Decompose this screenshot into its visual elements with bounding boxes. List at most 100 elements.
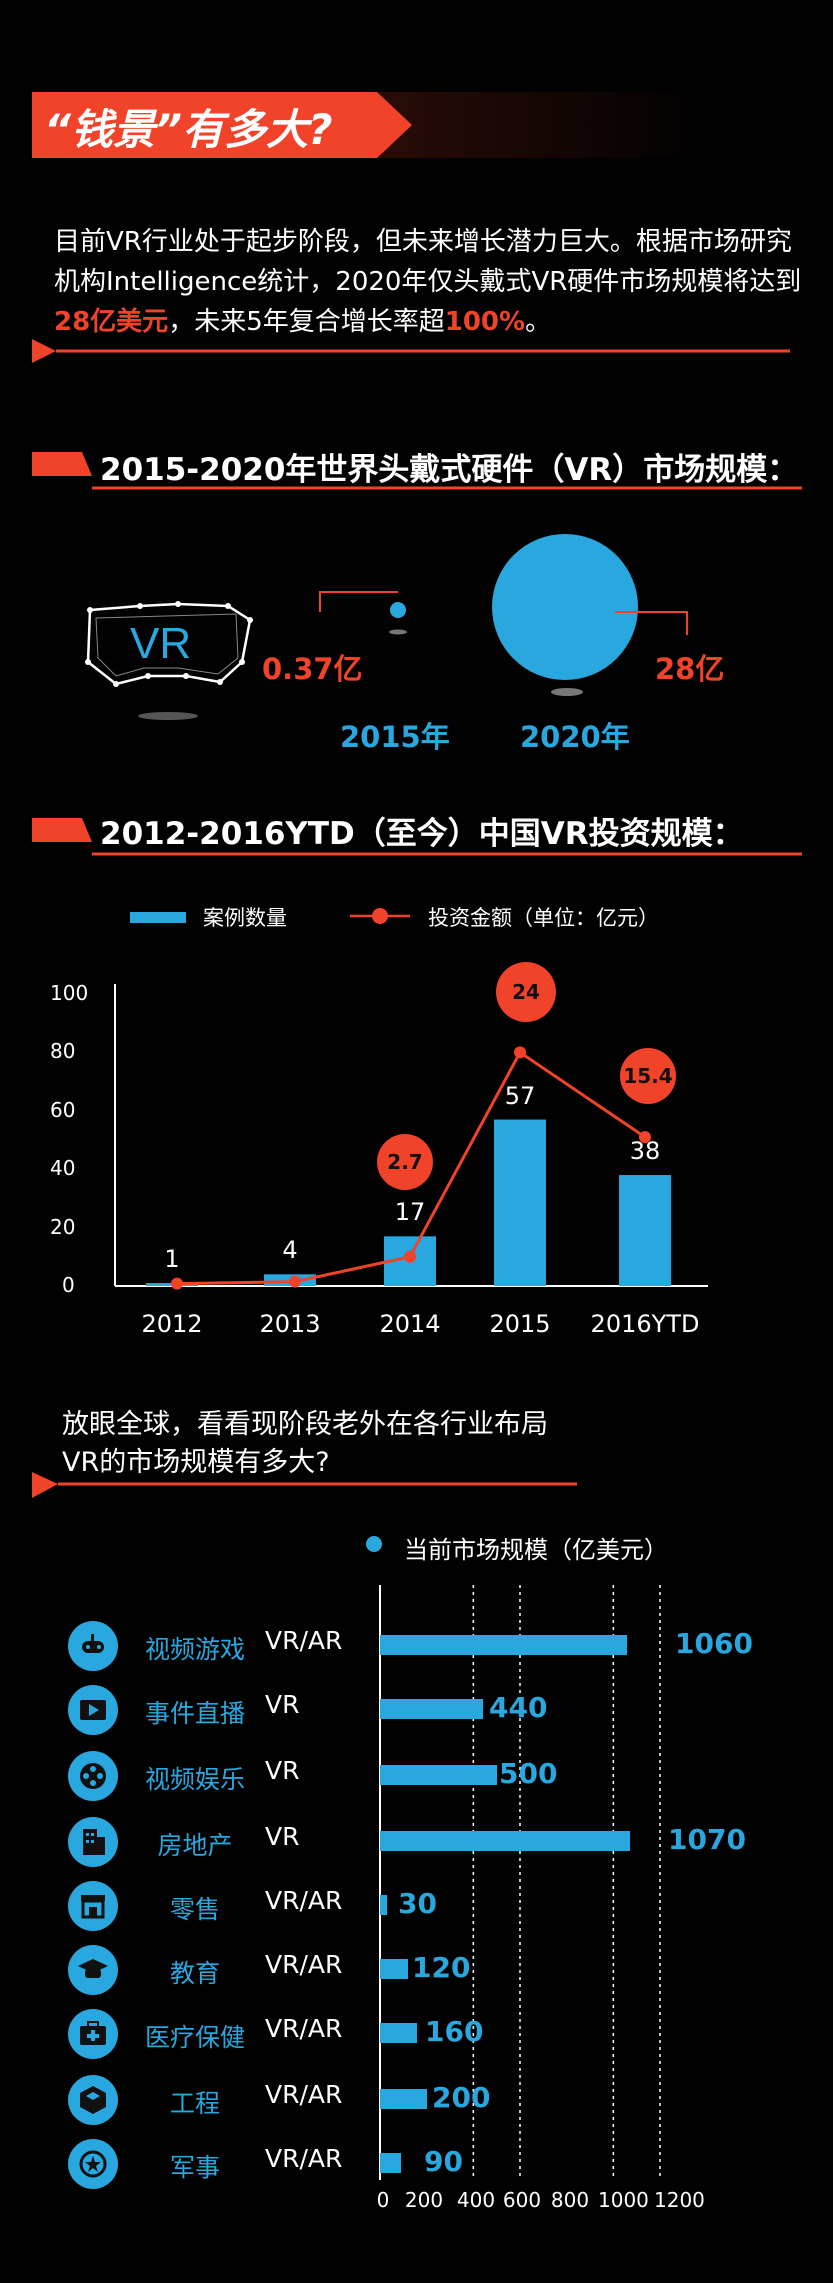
tech-type-label: VR/AR	[265, 1950, 343, 1979]
medical-kit-icon	[68, 2009, 118, 2059]
combo-bar-value: 38	[629, 1137, 661, 1166]
intro-highlight-1: 28亿美元	[54, 307, 169, 337]
industry-label: 医疗保健	[144, 2023, 245, 2052]
combo-line-point	[404, 1250, 416, 1263]
combo-bar	[494, 1119, 546, 1286]
combo-bar-value: 57	[504, 1081, 536, 1110]
industry-bar-value: 440	[489, 1691, 548, 1724]
industry-bar	[380, 1831, 630, 1851]
industry-bar-value: 120	[412, 1951, 471, 1984]
industry-bar-value: 160	[425, 2015, 484, 2048]
gamepad-icon	[68, 1621, 118, 1671]
legend-bar-label: 案例数量	[203, 906, 287, 930]
industry-bar	[380, 1959, 408, 1979]
page-title: “钱景”有多大?	[44, 105, 333, 154]
bubble-2015	[390, 602, 406, 618]
tech-type-label: VR/AR	[265, 2014, 343, 2043]
industry-label: 工程	[169, 2089, 220, 2118]
section3-divider	[32, 1472, 577, 1498]
combo-y-tick: 0	[62, 1273, 75, 1297]
tech-type-label: VR	[265, 1756, 300, 1785]
intro-text-2: ，未来5年复合增长率超	[168, 307, 445, 337]
industry-label: 军事	[169, 2153, 220, 2182]
legend-line-swatch	[350, 908, 410, 924]
industry-bar	[380, 2023, 418, 2043]
combo-line-point	[639, 1131, 651, 1144]
year-2020-label: 2020年	[520, 720, 630, 754]
vr-headset-icon: VR	[85, 601, 253, 720]
combo-line-point	[171, 1277, 183, 1290]
industry-bar-value: 500	[499, 1757, 558, 1790]
year-2015-label: 2015年	[340, 720, 450, 754]
hbar-legend-dot	[366, 1536, 382, 1552]
hbar-x-tick: 400	[456, 2188, 496, 2212]
section1-marker	[32, 452, 802, 490]
industry-bar	[380, 1635, 628, 1655]
intro-text-1: 目前VR行业处于起步阶段，但未来增长潜力巨大。根据市场研究机构Intellige…	[54, 227, 802, 297]
combo-x-label: 2013	[259, 1310, 321, 1338]
tech-type-label: VR	[265, 1822, 300, 1851]
legend-line-label: 投资金额（单位：亿元）	[428, 906, 659, 930]
combo-bar-value: 4	[282, 1236, 298, 1265]
combo-x-label: 2015	[489, 1310, 551, 1338]
industry-label: 房地产	[157, 1831, 233, 1860]
industry-bar	[380, 2089, 427, 2109]
film-reel-icon	[68, 1751, 118, 1801]
question-line-2: VR的市场规模有多大?	[62, 1447, 330, 1478]
combo-line-value-bubble: 2.7	[377, 1134, 433, 1190]
combo-line-value-bubble: 24	[496, 962, 556, 1022]
tech-type-label: VR/AR	[265, 1626, 343, 1655]
hbar-x-tick: 1200	[654, 2188, 705, 2212]
tech-type-label: VR/AR	[265, 2144, 343, 2173]
tech-type-label: VR/AR	[265, 2080, 343, 2109]
section3-question: 放眼全球，看看现阶段老外在各行业布局 VR的市场规模有多大?	[62, 1406, 548, 1482]
industry-label: 零售	[169, 1895, 220, 1924]
industry-label: 视频游戏	[144, 1635, 245, 1664]
industry-label: 事件直播	[144, 1699, 245, 1728]
cube-icon	[68, 2075, 118, 2125]
market-bubble-chart	[319, 534, 688, 696]
intro-text-3: 。	[525, 307, 552, 337]
bubble-2020-value: 28亿	[655, 652, 725, 686]
hbar-legend-label: 当前市场规模（亿美元）	[404, 1536, 668, 1564]
hbar-x-tick: 600	[502, 2188, 542, 2212]
combo-x-label: 2014	[379, 1310, 441, 1338]
combo-y-tick: 60	[50, 1097, 76, 1122]
tech-type-label: VR/AR	[265, 1886, 343, 1915]
industry-bar-value: 30	[398, 1887, 437, 1920]
combo-y-tick: 20	[50, 1214, 76, 1239]
combo-line-point	[514, 1046, 526, 1059]
hbar-x-tick: 800	[550, 2188, 590, 2212]
combo-x-label: 2012	[141, 1310, 203, 1338]
industry-bar-value: 200	[432, 2081, 491, 2114]
combo-y-tick: 100	[50, 981, 89, 1005]
bubble-2020	[492, 534, 638, 680]
vr-logo-text: VR	[130, 619, 191, 668]
industry-bar	[380, 1765, 497, 1785]
graduation-cap-icon	[68, 1945, 118, 1995]
hbar-x-tick: 0	[376, 2188, 390, 2212]
bubble-2015-value: 0.37亿	[262, 652, 363, 686]
legend-bar-swatch	[130, 912, 186, 923]
industry-bar	[380, 1699, 483, 1719]
play-icon	[68, 1685, 118, 1735]
combo-x-label: 2016YTD	[590, 1310, 700, 1338]
industry-bar	[380, 2153, 401, 2173]
industry-bar-value: 1060	[675, 1627, 753, 1660]
hbar-x-tick: 1000	[598, 2188, 649, 2212]
hbar-x-tick: 200	[404, 2188, 444, 2212]
combo-y-tick: 40	[50, 1156, 76, 1181]
industry-label: 教育	[169, 1959, 220, 1988]
industry-bar-chart	[379, 1585, 661, 2180]
question-line-1: 放眼全球，看看现阶段老外在各行业布局	[62, 1409, 548, 1440]
intro-paragraph: 目前VR行业处于起步阶段，但未来增长潜力巨大。根据市场研究机构Intellige…	[54, 222, 814, 342]
combo-bar-value: 1	[164, 1245, 180, 1274]
building-icon	[68, 1817, 118, 1867]
section1-title: 2015-2020年世界头戴式硬件（VR）市场规模：	[100, 452, 799, 488]
combo-line-point	[289, 1275, 301, 1288]
combo-bar	[619, 1175, 671, 1286]
shop-icon	[68, 1881, 118, 1931]
military-badge-icon	[68, 2139, 118, 2189]
combo-line-value-bubble: 15.4	[620, 1048, 676, 1104]
industry-bar-value: 90	[424, 2145, 463, 2178]
